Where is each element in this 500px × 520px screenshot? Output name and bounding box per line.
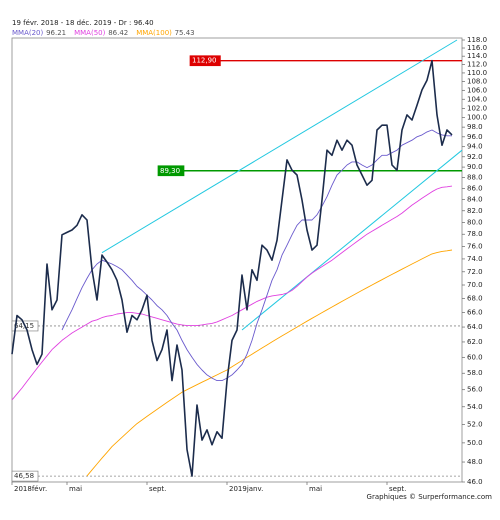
legend-value: 86.42 [108, 29, 128, 37]
y-tick-label: 112.0 [467, 60, 487, 68]
y-tick-label: 70.0 [467, 281, 483, 289]
y-tick-label: 84.0 [467, 195, 483, 203]
y-tick-label: 56.0 [467, 386, 483, 394]
y-tick-label: 88.0 [467, 174, 483, 182]
level-label-box [11, 470, 39, 482]
y-tick-label: 68.0 [467, 295, 483, 303]
level-label: 89,30 [160, 167, 180, 175]
series-line [11, 59, 453, 477]
x-tick-label: mai [69, 485, 82, 493]
y-tick-label: 60.0 [467, 353, 483, 361]
channel-line [101, 39, 458, 254]
y-tick-label: 50.0 [467, 439, 483, 447]
y-tick-label: 104.0 [467, 95, 487, 103]
legend-name: MMA(100) [136, 29, 172, 37]
y-tick-label: 96.0 [467, 133, 483, 141]
channel-line [241, 149, 463, 331]
header: 19 févr. 2018 - 18 déc. 2019 - Dr : 96.4… [12, 19, 154, 27]
y-tick-label: 74.0 [467, 255, 483, 263]
series-line [11, 185, 453, 401]
y-tick-label: 116.0 [467, 44, 487, 52]
x-tick-label: sept. [149, 485, 166, 493]
y-tick-label: 54.0 [467, 403, 483, 411]
legend-value: 75.43 [175, 29, 195, 37]
legend-name: MMA(20) [12, 29, 44, 37]
level-label-box [189, 55, 221, 67]
level-label: 112,90 [192, 57, 217, 65]
footer: Graphiques © Surperformance.com [367, 493, 493, 501]
x-tick-label: mai [309, 485, 322, 493]
y-tick-label: 118.0 [467, 36, 487, 44]
y-tick-label: 80.0 [467, 218, 483, 226]
y-tick-label: 100.0 [467, 114, 487, 122]
level-label: 64,15 [14, 322, 34, 330]
level-label-box [157, 165, 185, 177]
y-tick-label: 106.0 [467, 86, 487, 94]
plot-frame [11, 37, 463, 483]
y-tick-label: 52.0 [467, 420, 483, 428]
x-tick-label: 2018févr. [14, 485, 47, 493]
y-tick-label: 92.0 [467, 153, 483, 161]
y-tick-label: 102.0 [467, 104, 487, 112]
y-tick-label: 48.0 [467, 458, 483, 466]
legend-name: MMA(50) [74, 29, 106, 37]
y-tick-label: 90.0 [467, 163, 483, 171]
series-line [86, 249, 453, 477]
y-tick-label: 66.0 [467, 309, 483, 317]
y-tick-label: 76.0 [467, 242, 483, 250]
y-tick-label: 94.0 [467, 143, 483, 151]
y-tick-label: 46.0 [467, 478, 483, 486]
y-tick-label: 82.0 [467, 207, 483, 215]
y-tick-label: 98.0 [467, 123, 483, 131]
y-tick-label: 58.0 [467, 369, 483, 377]
y-tick-label: 64.0 [467, 323, 483, 331]
y-tick-label: 110.0 [467, 69, 487, 77]
level-label: 46,58 [14, 472, 34, 480]
y-tick-label: 86.0 [467, 184, 483, 192]
x-tick-label: 2019janv. [229, 485, 263, 493]
legend-value: 96.21 [46, 29, 66, 37]
y-tick-label: 108.0 [467, 78, 487, 86]
y-tick-label: 78.0 [467, 230, 483, 238]
x-tick-label: sept. [389, 485, 406, 493]
y-tick-label: 114.0 [467, 52, 487, 60]
series-line [61, 129, 452, 382]
y-tick-label: 72.0 [467, 268, 483, 276]
y-tick-label: 62.0 [467, 338, 483, 346]
